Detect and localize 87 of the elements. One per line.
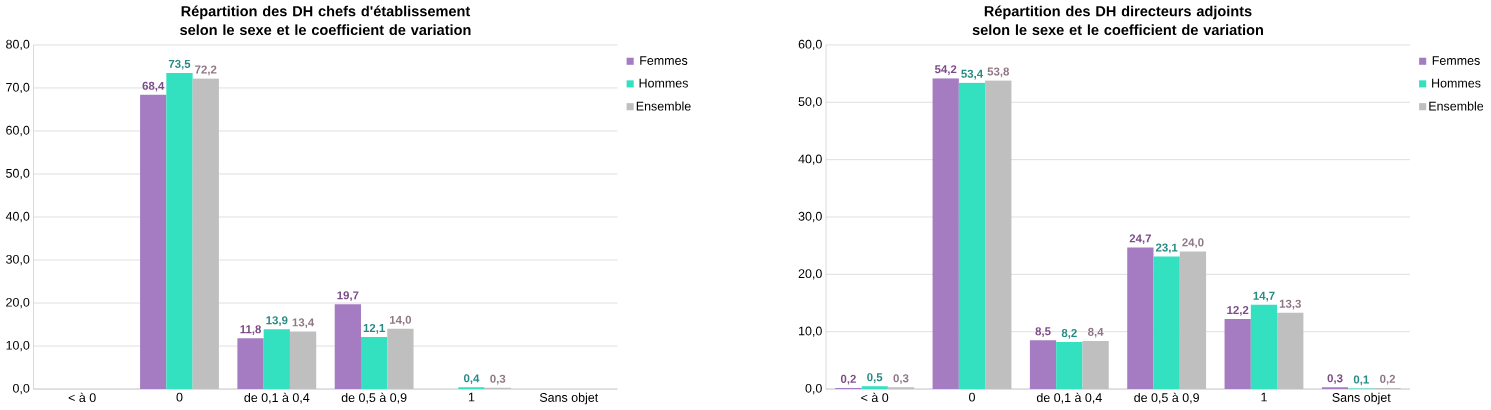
- x-tick-label: Sans objet: [1332, 392, 1391, 405]
- y-tick-label: 30,0: [798, 211, 822, 223]
- x-tick-label: 0: [176, 392, 183, 402]
- data-label: 0,4: [463, 374, 480, 385]
- x-tick-label: de 0,5 à 0,9: [1134, 392, 1199, 404]
- bar: [1250, 304, 1278, 390]
- data-label: 23,1: [1155, 243, 1178, 254]
- data-label: 72,2: [195, 65, 217, 76]
- data-label: 0,1: [1353, 375, 1369, 386]
- x-tick-label: 1: [1261, 392, 1267, 402]
- bar: [263, 329, 290, 390]
- data-label: 14,7: [1253, 291, 1275, 302]
- bar: [1153, 256, 1180, 390]
- data-label: 0,2: [840, 374, 856, 385]
- y-tick-label: 10,0: [799, 326, 822, 337]
- data-label: 54,2: [934, 65, 957, 75]
- bar: [192, 78, 219, 390]
- legend-label: Ensemble: [636, 101, 691, 111]
- y-tick-label: 50,0: [798, 97, 822, 108]
- y-tick-label: 30,0: [6, 254, 30, 266]
- bar: [166, 72, 193, 390]
- bar: [387, 328, 414, 390]
- y-tick-label: 20,0: [6, 297, 30, 309]
- y-tick-label: 60,0: [6, 125, 30, 137]
- bar: [1224, 319, 1251, 390]
- legend-label: Ensemble: [1429, 101, 1484, 111]
- y-tick-label: 0,0: [12, 383, 30, 395]
- data-label: 19,7: [337, 291, 359, 302]
- legend-label: Hommes: [639, 78, 688, 88]
- y-tick-label: 50,0: [6, 168, 30, 180]
- bar: [334, 304, 361, 390]
- legend-label: Hommes: [1432, 78, 1481, 88]
- x-tick-label: de 0,1 à 0,4: [244, 392, 310, 404]
- x-tick-label: Sans objet: [539, 392, 599, 405]
- data-label: 12,2: [1227, 306, 1249, 316]
- bar: [140, 94, 167, 390]
- bar: [1082, 340, 1109, 390]
- bar: [237, 338, 264, 390]
- data-label: 0,3: [490, 374, 506, 385]
- x-tick-label: 1: [468, 392, 475, 402]
- y-tick-label: 40,0: [798, 154, 822, 165]
- chart-title: Répartition des DH directeurs adjoints selon le sexe et le coefficient de variation: [972, 5, 1263, 36]
- bar: [361, 337, 388, 390]
- y-tick-label: 80,0: [6, 39, 30, 51]
- legend-label: Femmes: [1432, 56, 1480, 65]
- data-label: 53,8: [987, 67, 1010, 78]
- bar: [958, 82, 986, 390]
- legend-label: Femmes: [640, 56, 688, 65]
- data-label: 13,9: [266, 316, 288, 326]
- bar: [1056, 342, 1083, 390]
- data-label: 24,7: [1129, 234, 1151, 245]
- data-label: 12,1: [363, 324, 385, 334]
- data-label: 0,5: [867, 373, 883, 383]
- y-tick-label: 20,0: [798, 269, 822, 280]
- bar: [1127, 247, 1154, 390]
- x-tick-label: de 0,1 à 0,4: [1036, 392, 1102, 404]
- data-label: 24,0: [1182, 238, 1204, 249]
- y-tick-label: 60,0: [798, 39, 822, 51]
- bar: [1179, 251, 1207, 390]
- data-label: 68,4: [142, 81, 165, 92]
- y-tick-label: 10,0: [6, 340, 30, 352]
- chart-title: Répartition des DH chefs d'établissement selon le sexe et le coefficient de variation: [180, 5, 471, 36]
- x-tick-label: 0: [969, 392, 975, 402]
- data-label: 0,3: [1327, 374, 1343, 385]
- data-label: 0,2: [1380, 374, 1396, 385]
- data-label: 13,4: [292, 318, 315, 329]
- data-label: 14,0: [390, 315, 412, 326]
- data-label: 0,3: [893, 374, 909, 385]
- data-label: 11,8: [240, 325, 261, 336]
- data-label: 8,5: [1035, 327, 1051, 338]
- x-tick-label: < à 0: [861, 392, 889, 403]
- y-tick-label: 0,0: [805, 383, 822, 395]
- data-label: 8,2: [1061, 329, 1077, 339]
- y-tick-label: 70,0: [6, 82, 30, 94]
- data-label: 73,5: [168, 59, 191, 70]
- data-label: 8,4: [1088, 327, 1104, 338]
- data-label: 13,3: [1279, 299, 1301, 310]
- bar: [1029, 340, 1057, 390]
- x-tick-label: < à 0: [68, 392, 96, 403]
- y-tick-label: 40,0: [5, 211, 30, 223]
- bar: [932, 78, 959, 390]
- x-tick-label: de 0,5 à 0,9: [341, 392, 407, 404]
- bar: [1277, 312, 1304, 390]
- data-label: 53,4: [961, 69, 984, 80]
- bar: [985, 80, 1012, 390]
- bar: [289, 331, 317, 390]
- bar: [861, 386, 888, 390]
